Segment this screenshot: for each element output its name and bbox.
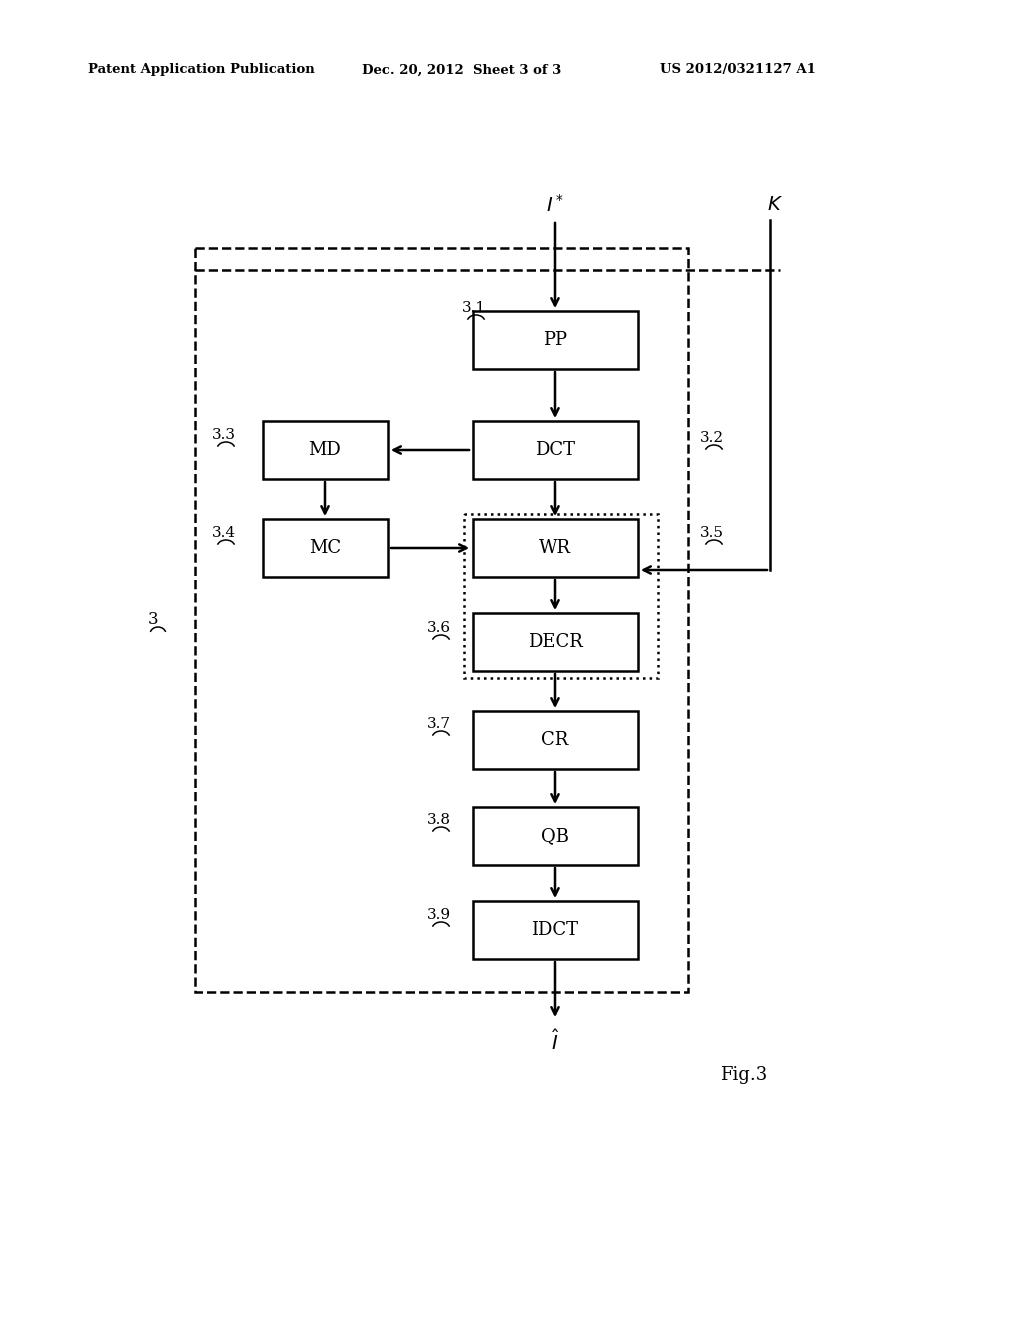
Text: US 2012/0321127 A1: US 2012/0321127 A1 [660, 63, 816, 77]
Text: DECR: DECR [527, 634, 583, 651]
Text: 3.4: 3.4 [212, 525, 237, 540]
Text: 3.8: 3.8 [427, 813, 451, 828]
Text: MC: MC [309, 539, 341, 557]
Bar [262, 519, 387, 577]
Bar [195, 248, 688, 993]
Bar [472, 711, 638, 770]
Text: 3: 3 [148, 611, 159, 628]
Text: Dec. 20, 2012  Sheet 3 of 3: Dec. 20, 2012 Sheet 3 of 3 [362, 63, 561, 77]
Text: QB: QB [541, 828, 569, 845]
Text: $\hat{I}$: $\hat{I}$ [551, 1030, 559, 1055]
Text: Fig.3: Fig.3 [720, 1067, 767, 1084]
Bar [472, 519, 638, 577]
Text: DCT: DCT [535, 441, 575, 459]
Text: WR: WR [539, 539, 571, 557]
Bar [472, 312, 638, 370]
Text: 3.9: 3.9 [427, 908, 452, 921]
Text: PP: PP [543, 331, 567, 348]
Bar [472, 421, 638, 479]
Text: IDCT: IDCT [531, 921, 579, 939]
Text: CR: CR [542, 731, 568, 748]
Bar [262, 421, 387, 479]
Text: 3.5: 3.5 [700, 525, 724, 540]
Text: MD: MD [308, 441, 341, 459]
Text: 3.7: 3.7 [427, 717, 451, 731]
Text: $I^*$: $I^*$ [546, 194, 564, 216]
Bar [464, 513, 658, 678]
Text: 3.3: 3.3 [212, 428, 236, 442]
Text: 3.1: 3.1 [462, 301, 486, 315]
Bar [472, 902, 638, 960]
Text: 3.2: 3.2 [700, 432, 724, 445]
Text: Patent Application Publication: Patent Application Publication [88, 63, 314, 77]
Bar [472, 807, 638, 865]
Text: 3.6: 3.6 [427, 620, 452, 635]
Text: $K$: $K$ [767, 195, 783, 214]
Bar [472, 612, 638, 671]
